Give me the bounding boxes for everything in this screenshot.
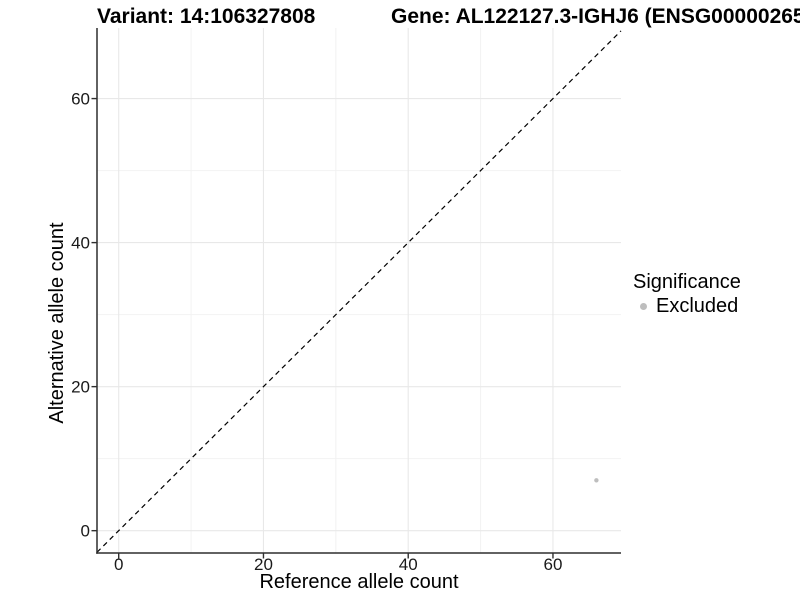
variant-title: Variant: 14:106327808 [97, 5, 316, 28]
y-tick-label: 40 [71, 234, 90, 253]
x-tick-label: 20 [254, 555, 273, 574]
data-point [594, 478, 599, 483]
legend-title: Significance [633, 271, 741, 293]
y-tick-label: 60 [71, 90, 90, 109]
x-tick-label: 60 [544, 555, 563, 574]
x-tick-label: 40 [399, 555, 418, 574]
identity-line [96, 30, 622, 553]
legend-entry: Excluded [633, 294, 741, 318]
legend: Significance Excluded [633, 271, 741, 318]
y-tick-label: 0 [81, 522, 90, 541]
legend-entry-label: Excluded [656, 294, 739, 317]
x-tick-label: 0 [114, 555, 123, 574]
y-axis-title: Alternative allele count [46, 222, 68, 424]
y-tick-label: 20 [71, 378, 90, 397]
gene-title: Gene: AL122127.3-IGHJ6 (ENSG00000265711 [391, 5, 800, 28]
x-axis-title: Reference allele count [259, 571, 459, 593]
legend-point-icon [640, 302, 647, 310]
